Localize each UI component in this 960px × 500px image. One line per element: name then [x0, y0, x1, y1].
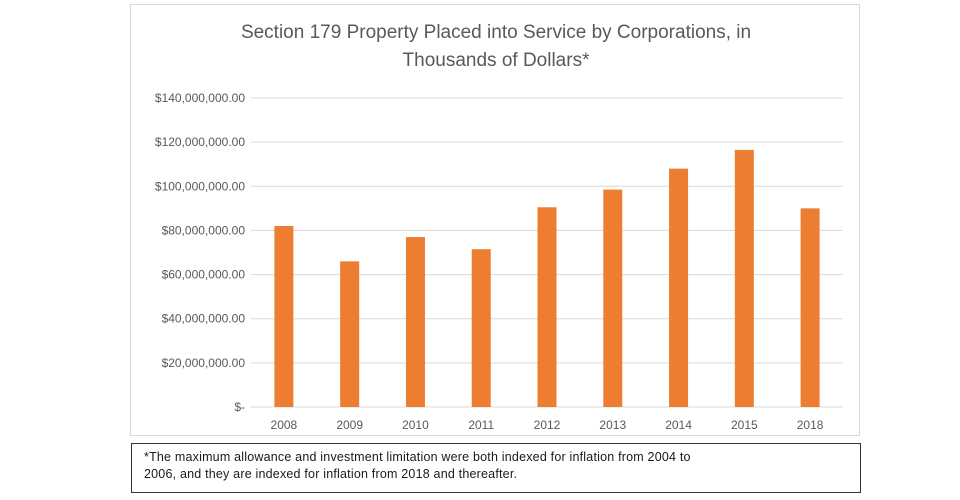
x-tick-label: 2008 [271, 418, 298, 432]
y-tick-label: $140,000,000.00 [155, 91, 245, 105]
bar-2012 [537, 207, 557, 407]
x-tick-label: 2009 [336, 418, 363, 432]
y-tick-label: $60,000,000.00 [162, 268, 246, 282]
x-tick-label: 2014 [665, 418, 692, 432]
x-tick-label: 2013 [599, 418, 626, 432]
chart-title-line-2: Thousands of Dollars* [402, 50, 590, 71]
chart-title-line-1: Section 179 Property Placed into Service… [240, 22, 752, 43]
y-tick-label: $100,000,000.00 [155, 179, 245, 193]
bars [274, 149, 820, 407]
bar-2013 [603, 189, 623, 407]
bar-2011 [471, 249, 491, 407]
bar-2014 [669, 168, 689, 407]
x-tick-label: 2012 [534, 418, 561, 432]
bar-2010 [405, 237, 425, 407]
footnote-line-2: 2006, and they are indexed for inflation… [144, 467, 518, 481]
x-axis-tick-labels: 2008 2009 2010 2011 2012 2013 2014 2015 2018 [271, 418, 824, 432]
chart-frame: Section 179 Property Placed into Service… [130, 4, 860, 436]
bar-2009 [340, 261, 360, 407]
x-tick-label: 2011 [468, 418, 494, 432]
bar-2018 [800, 208, 820, 407]
bar-2015 [734, 149, 754, 407]
y-tick-label: $20,000,000.00 [162, 356, 246, 370]
bar-chart: $- $20,000,000.00 $40,000,000.00 $60,000,00… [155, 91, 843, 432]
y-tick-label: $40,000,000.00 [162, 312, 246, 326]
x-tick-label: 2010 [402, 418, 429, 432]
y-tick-label: $120,000,000.00 [155, 135, 245, 149]
chart-title: Section 179 Property Placed into Service… [131, 19, 861, 75]
y-tick-label: $80,000,000.00 [162, 223, 246, 237]
bar-2008 [274, 226, 294, 407]
x-tick-label: 2015 [731, 418, 758, 432]
x-tick-label: 2018 [797, 418, 824, 432]
y-axis-tick-labels: $- $20,000,000.00 $40,000,000.00 $60,000,00… [155, 91, 245, 414]
y-tick-label: $- [234, 400, 245, 414]
footnote-line-1: *The maximum allowance and investment li… [144, 450, 691, 464]
footnote-box: *The maximum allowance and investment li… [131, 443, 861, 493]
